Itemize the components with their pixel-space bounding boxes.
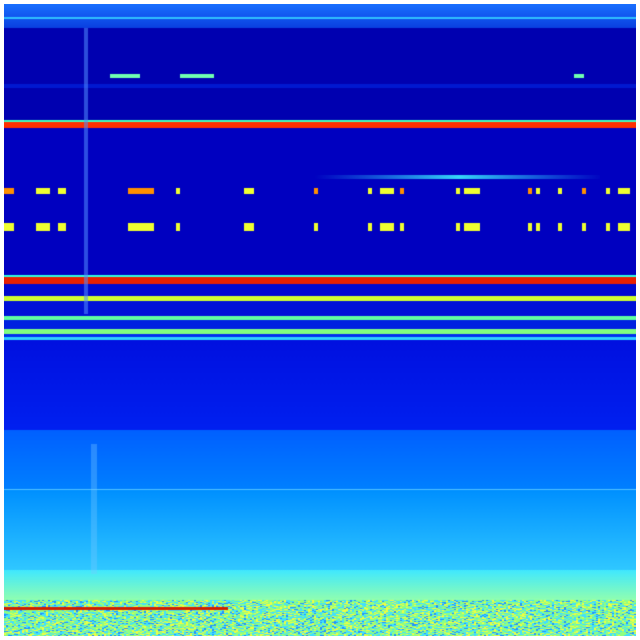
- heatmap-canvas: [4, 4, 636, 636]
- heatmap-image: [4, 4, 636, 636]
